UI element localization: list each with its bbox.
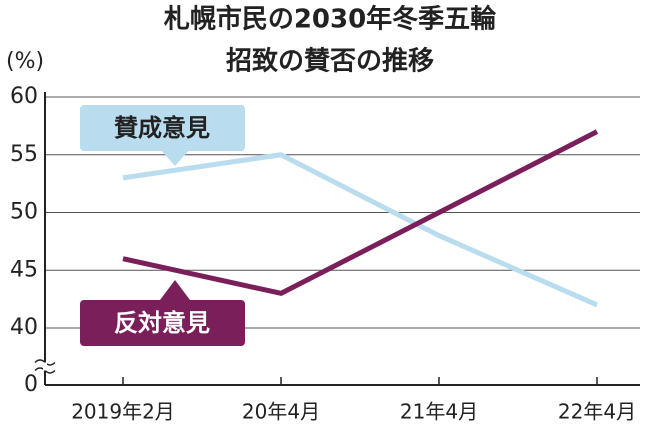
legend-label: 反対意見 bbox=[114, 309, 210, 337]
legend-box bbox=[80, 300, 245, 346]
y-tick-label: 50 bbox=[10, 200, 38, 225]
series-line bbox=[122, 152, 599, 308]
x-tick-label: 21年4月 bbox=[400, 400, 478, 424]
y-tick-label: 40 bbox=[10, 315, 38, 340]
y-tick-label: 60 bbox=[10, 84, 38, 109]
y-tick-label: 0 bbox=[24, 372, 38, 397]
chart-title: 招致の賛否の推移 bbox=[226, 46, 434, 77]
x-tick-label: 2019年2月 bbox=[71, 400, 175, 424]
y-tick-label: 55 bbox=[10, 142, 38, 167]
legend-pointer bbox=[160, 280, 190, 300]
series-line bbox=[122, 129, 599, 296]
chart-title: 札幌市民の2030年冬季五輪 bbox=[164, 4, 497, 35]
y-unit-label: (%) bbox=[6, 49, 44, 74]
legend-pointer bbox=[160, 149, 190, 166]
y-tick-label: 45 bbox=[10, 257, 38, 282]
axis-break-gap bbox=[43, 362, 47, 371]
x-tick-label: 20年4月 bbox=[242, 400, 320, 424]
x-tick-label: 22年4月 bbox=[558, 400, 636, 424]
legend-box bbox=[80, 105, 245, 151]
legend-label: 賛成意見 bbox=[114, 114, 210, 142]
